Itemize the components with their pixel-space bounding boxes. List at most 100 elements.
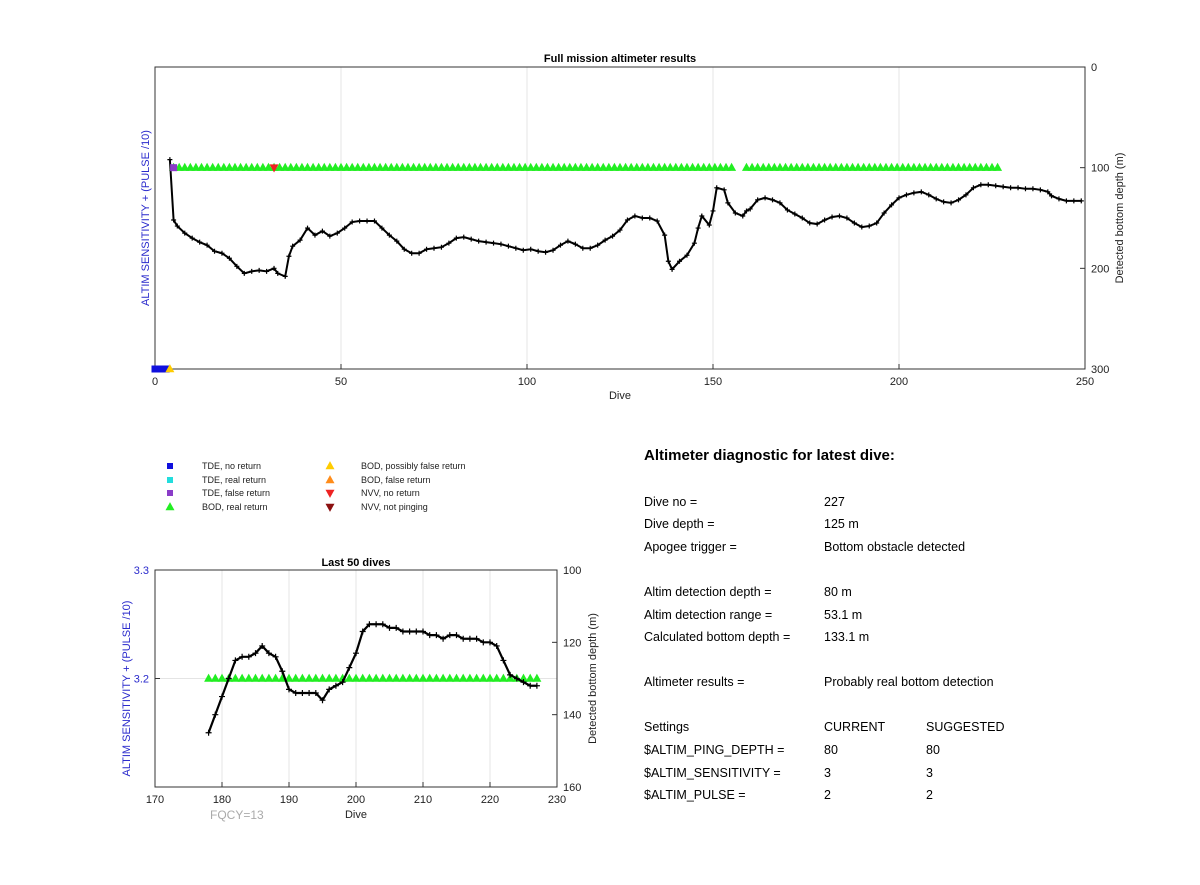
bod-real-return-marker <box>478 673 488 682</box>
setting-current: 3 <box>824 766 831 780</box>
depth-point <box>1008 185 1014 191</box>
depth-point <box>399 628 406 635</box>
depth-point <box>480 639 487 646</box>
depth-point <box>491 240 497 246</box>
y-tick-label: 100 <box>1091 163 1109 175</box>
depth-point <box>836 213 842 219</box>
left-y-tick-label: 3.2 <box>134 674 149 686</box>
depth-point <box>483 239 489 245</box>
depth-point <box>473 635 480 642</box>
depth-point <box>662 232 668 238</box>
y-tick-label: 200 <box>1091 263 1109 275</box>
dive-no-value: 227 <box>824 495 845 509</box>
depth-point <box>1022 186 1028 192</box>
bod-real-return-marker <box>371 673 381 682</box>
depth-point <box>460 635 467 642</box>
tde-no-returnmarker <box>158 365 166 373</box>
depth-point <box>1000 184 1006 190</box>
bod-real-return-marker <box>385 673 394 682</box>
depth-point <box>632 213 638 219</box>
x-tick-label: 200 <box>890 376 908 388</box>
calculated-depth-label: Calculated bottom depth = <box>644 630 791 644</box>
depth-point <box>985 182 991 188</box>
depth-point <box>844 215 850 221</box>
depth-point <box>234 263 240 269</box>
left-axis-label: ALTIM SENSITIVITY + (PULSE /10) <box>140 130 152 306</box>
depth-point <box>226 255 232 261</box>
depth-point <box>550 247 556 253</box>
depth-point <box>505 243 511 249</box>
depth-point <box>807 220 813 226</box>
depth-point <box>513 245 519 251</box>
bod-real-return-marker <box>492 673 502 682</box>
x-tick-label: 200 <box>347 794 365 806</box>
depth-point <box>433 632 440 639</box>
depth-point <box>239 653 246 660</box>
right-y-tick-label: 160 <box>563 782 581 794</box>
depth-point <box>970 185 976 191</box>
x-axis-label: Dive <box>609 390 631 402</box>
bod-real-return-marker <box>398 673 408 682</box>
depth-point <box>587 245 593 251</box>
depth-point <box>167 157 173 163</box>
depth-point <box>725 200 731 206</box>
bod-real-return-marker <box>271 673 281 682</box>
bod-real-return-marker <box>485 673 495 682</box>
depth-point <box>543 249 549 255</box>
depth-point <box>699 213 705 219</box>
depth-point <box>799 215 805 221</box>
depth-point <box>279 668 286 675</box>
depth-point <box>232 657 239 664</box>
depth-point <box>617 227 623 233</box>
right-axis-label: Detected bottom depth (m) <box>1114 153 1126 284</box>
apogee-trigger-value: Bottom obstacle detected <box>824 540 966 554</box>
legend-label: NVV, no return <box>361 488 420 498</box>
bod-real-return-marker <box>418 673 428 682</box>
depth-point <box>1071 198 1077 204</box>
bod-real-return-marker <box>452 673 461 682</box>
chart-title: Full mission altimeter results <box>544 53 696 65</box>
depth-point <box>171 217 177 223</box>
bod-real-return-marker <box>291 673 301 682</box>
depth-point <box>364 218 370 224</box>
bod-real-return-marker <box>344 673 354 682</box>
depth-point <box>312 232 318 238</box>
bod-real-return-marker <box>204 673 214 682</box>
plot-frame <box>154 66 1086 370</box>
depth-point <box>205 729 212 736</box>
legend-label: NVV, not pinging <box>361 502 428 512</box>
depth-point <box>948 200 954 206</box>
right-y-tick-label: 100 <box>563 565 581 577</box>
depth-point <box>829 214 835 220</box>
depth-point <box>580 245 586 251</box>
bod-real-return-marker <box>431 673 441 682</box>
depth-point <box>416 250 422 256</box>
altimeter-results-label: Altimeter results = <box>644 675 745 689</box>
x-tick-label: 50 <box>335 376 347 388</box>
bod-real-return-marker <box>304 673 314 682</box>
depth-point <box>420 628 426 635</box>
depth-point <box>859 224 865 230</box>
bod-real-return-marker <box>257 673 267 682</box>
depth-point <box>557 242 563 248</box>
depth-point <box>1056 196 1062 202</box>
setting-suggested: 80 <box>926 743 940 757</box>
bod-real-return-marker <box>324 673 334 682</box>
right-y-tick-label: 120 <box>563 637 581 649</box>
depth-point <box>275 270 281 276</box>
depth-point <box>498 241 504 247</box>
bod-real-return-marker <box>405 673 415 682</box>
depth-point <box>426 632 433 639</box>
depth-point <box>896 195 902 201</box>
bod-real-return-marker <box>284 673 294 682</box>
depth-point <box>933 196 939 202</box>
depth-point <box>903 192 909 198</box>
depth-point <box>357 218 363 224</box>
legend-tde-no-returnmarker <box>167 463 173 469</box>
bod-real-return-marker <box>472 673 482 682</box>
legend-bod-false-returnmarker <box>325 475 335 484</box>
x-tick-label: 210 <box>414 794 432 806</box>
legend-tde-real-returnmarker <box>167 477 173 483</box>
plot-frame <box>154 569 558 788</box>
bod-real-return-marker <box>264 673 274 682</box>
